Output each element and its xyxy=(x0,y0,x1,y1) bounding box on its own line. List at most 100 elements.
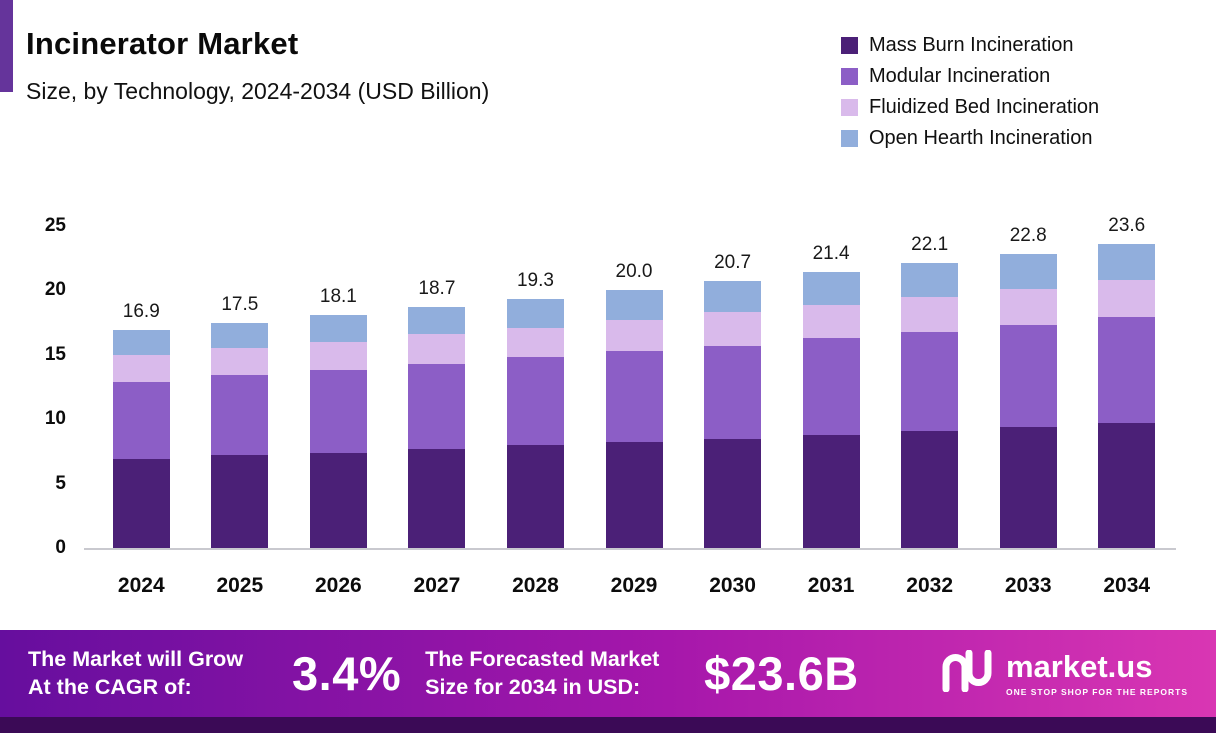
bar-column: 17.5 xyxy=(191,294,290,548)
y-axis-tick: 0 xyxy=(55,537,66,558)
bar-segment-mass-burn-incineration xyxy=(802,434,860,548)
x-axis-label: 2024 xyxy=(117,574,165,597)
bar-total-label: 20.0 xyxy=(615,261,653,283)
x-axis-label: 2026 xyxy=(315,574,362,597)
legend-swatch xyxy=(841,37,858,54)
x-axis-label: 2028 xyxy=(512,574,559,597)
legend-item: Mass Burn Incineration xyxy=(841,34,1186,57)
bar-segment-fluidized-bed-incineration xyxy=(408,334,466,364)
bar-segment-modular-incineration xyxy=(112,381,170,460)
legend-label: Open Hearth Incineration xyxy=(869,127,1093,149)
bar-column: 21.4 xyxy=(782,243,881,548)
bar-segment-mass-burn-incineration xyxy=(999,426,1057,548)
x-axis-label: 2032 xyxy=(906,574,953,597)
bar-total-label: 22.8 xyxy=(1009,225,1047,247)
bar-segment-fluidized-bed-incineration xyxy=(112,354,170,382)
legend-item: Open Hearth Incineration xyxy=(841,127,1186,150)
bar-segment-open-hearth-incineration xyxy=(1098,244,1156,281)
bar-segment-mass-burn-incineration xyxy=(112,459,170,548)
bar-segment-mass-burn-incineration xyxy=(408,448,466,548)
bar-stack xyxy=(211,322,269,548)
bar-segment-fluidized-bed-incineration xyxy=(309,341,367,371)
y-axis-tick: 15 xyxy=(44,343,66,365)
brand-text: market.us ONE STOP SHOP FOR THE REPORTS xyxy=(1006,651,1188,697)
bar-column: 18.7 xyxy=(388,278,487,548)
footer-banner: The Market will Grow At the CAGR of: 3.4… xyxy=(0,630,1216,717)
x-axis-label: 2025 xyxy=(216,574,264,597)
bar-segment-mass-burn-incineration xyxy=(1098,423,1156,548)
page-title: Incinerator Market xyxy=(26,26,299,61)
legend-item: Modular Incineration xyxy=(841,65,1186,88)
y-axis-tick: 5 xyxy=(55,472,66,494)
bar-segment-open-hearth-incineration xyxy=(999,254,1057,290)
bar-segment-fluidized-bed-incineration xyxy=(901,296,959,332)
bar-column: 22.8 xyxy=(979,225,1078,548)
bar-segment-open-hearth-incineration xyxy=(605,290,663,321)
bar-segment-fluidized-bed-incineration xyxy=(802,304,860,339)
x-axis-label: 2033 xyxy=(1004,574,1052,597)
bar-stack xyxy=(408,307,466,548)
page-subtitle: Size, by Technology, 2024-2034 (USD Bill… xyxy=(26,78,490,104)
forecast-value: $23.6B xyxy=(704,647,859,700)
bar-segment-modular-incineration xyxy=(704,345,762,439)
stacked-bar-chart: 0 5 10 15 20 25 16.9 17.5 18.1 18.7 19.3 20.0 20.7 2… xyxy=(18,215,1176,598)
bar-column: 20.7 xyxy=(683,252,782,548)
bar-segment-modular-incineration xyxy=(309,370,367,453)
legend-label: Mass Burn Incineration xyxy=(869,34,1074,56)
bar-segment-fluidized-bed-incineration xyxy=(211,348,269,376)
market-us-logo-icon xyxy=(941,649,993,697)
bar-segment-fluidized-bed-incineration xyxy=(999,289,1057,326)
bar-total-label: 17.5 xyxy=(221,293,259,315)
plot-area: 16.9 17.5 18.1 18.7 19.3 20.0 20.7 21.4 22.1 22.8… xyxy=(84,215,1176,550)
y-axis: 0 5 10 15 20 25 xyxy=(18,215,80,558)
bar-segment-mass-burn-incineration xyxy=(309,452,367,548)
bar-segment-modular-incineration xyxy=(1098,317,1156,424)
y-axis-tick: 25 xyxy=(44,215,66,236)
chart-header: Incinerator Market Size, by Technology, … xyxy=(26,26,1186,150)
cagr-value: 3.4% xyxy=(292,647,402,700)
x-axis-label: 2030 xyxy=(709,574,756,597)
bar-stack xyxy=(506,299,564,548)
bar-stack xyxy=(901,263,959,548)
bar-segment-modular-incineration xyxy=(605,350,663,443)
bar-segment-open-hearth-incineration xyxy=(704,281,762,313)
legend-item: Fluidized Bed Incineration xyxy=(841,96,1186,119)
bar-segment-mass-burn-incineration xyxy=(605,442,663,548)
legend-label: Fluidized Bed Incineration xyxy=(869,96,1100,118)
bar-stack xyxy=(999,254,1057,548)
bar-column: 23.6 xyxy=(1077,215,1176,548)
bar-segment-mass-burn-incineration xyxy=(901,430,959,548)
bar-segment-open-hearth-incineration xyxy=(506,299,564,328)
title-block: Incinerator Market Size, by Technology, … xyxy=(26,26,489,105)
y-axis-tick: 10 xyxy=(44,408,66,430)
legend-swatch xyxy=(841,68,858,85)
bar-column: 16.9 xyxy=(92,301,191,548)
bar-segment-fluidized-bed-incineration xyxy=(506,327,564,358)
bar-segment-open-hearth-incineration xyxy=(901,263,959,297)
bar-segment-open-hearth-incineration xyxy=(211,322,269,349)
legend-label: Modular Incineration xyxy=(869,65,1051,87)
bar-total-label: 19.3 xyxy=(516,270,554,292)
legend-swatch xyxy=(841,99,858,116)
corner-accent xyxy=(0,0,13,92)
bar-segment-modular-incineration xyxy=(211,375,269,456)
x-axis: 2024 2025 2026 2027 2028 2029 2030 2031 2032 2033… xyxy=(92,548,1176,598)
bar-segment-open-hearth-incineration xyxy=(802,272,860,305)
bar-total-label: 23.6 xyxy=(1108,215,1146,237)
x-axis-label: 2034 xyxy=(1103,574,1151,597)
bar-segment-fluidized-bed-incineration xyxy=(704,312,762,346)
bar-stack xyxy=(1098,244,1156,548)
bar-stack xyxy=(309,314,367,548)
bar-stack xyxy=(605,290,663,548)
x-axis-baseline xyxy=(84,548,1176,550)
bar-segment-fluidized-bed-incineration xyxy=(1098,280,1156,318)
bar-column: 22.1 xyxy=(880,234,979,548)
bar-stack xyxy=(112,330,170,548)
bar-segment-modular-incineration xyxy=(408,363,466,449)
bar-column: 20.0 xyxy=(585,261,684,548)
bar-segment-modular-incineration xyxy=(802,338,860,435)
bar-segment-modular-incineration xyxy=(999,325,1057,427)
bar-stack xyxy=(802,272,860,548)
chart-inner: 0 5 10 15 20 25 16.9 17.5 18.1 18.7 19.3 20.0 20.7 2… xyxy=(18,215,1176,558)
footer-strip xyxy=(0,717,1216,733)
